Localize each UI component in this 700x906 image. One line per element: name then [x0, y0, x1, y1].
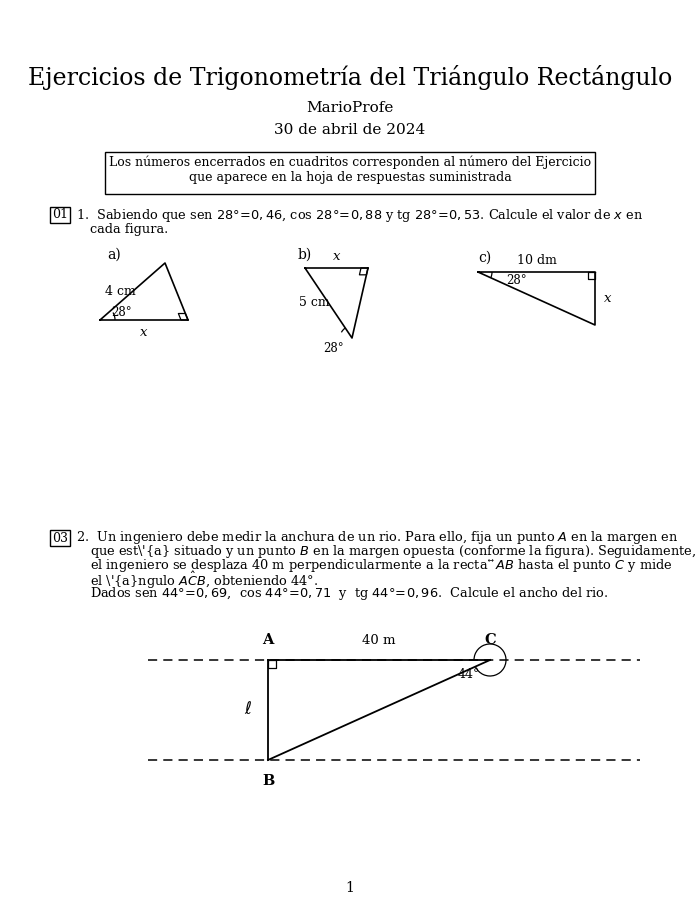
Text: el ingeniero se desplaza 40 m perpendicularmente a la recta $\overleftrightarrow: el ingeniero se desplaza 40 m perpendicu…	[90, 557, 673, 574]
Text: x: x	[140, 325, 148, 339]
Text: 1: 1	[346, 881, 354, 895]
Text: b): b)	[298, 248, 312, 262]
Text: A: A	[262, 633, 274, 647]
Text: 30 de abril de 2024: 30 de abril de 2024	[274, 123, 426, 137]
Text: 2.  Un ingeniero debe medir la anchura de un rio. Para ello, fija un punto $A$ e: 2. Un ingeniero debe medir la anchura de…	[76, 529, 678, 546]
Text: 28°: 28°	[112, 305, 132, 319]
Text: a): a)	[107, 248, 120, 262]
Text: 03: 03	[52, 532, 68, 545]
Text: 1.  Sabiendo que sen $28°\!=\!0,46$, cos $28°\!=\!0,88$ y tg $28°\!=\!0,53$. Cal: 1. Sabiendo que sen $28°\!=\!0,46$, cos …	[76, 207, 643, 224]
Text: x: x	[332, 250, 340, 264]
Text: 44°: 44°	[458, 669, 480, 681]
Text: 28°: 28°	[323, 342, 344, 355]
Text: que aparece en la hoja de respuestas suministrada: que aparece en la hoja de respuestas sum…	[188, 170, 512, 184]
Text: Ejercicios de Trigonometría del Triángulo Rectángulo: Ejercicios de Trigonometría del Triángul…	[28, 65, 672, 91]
Text: c): c)	[478, 251, 491, 265]
Text: C: C	[484, 633, 496, 647]
Text: cada figura.: cada figura.	[90, 223, 168, 236]
Text: 10 dm: 10 dm	[517, 255, 556, 267]
Bar	[50, 530, 70, 546]
Text: 40 m: 40 m	[363, 634, 396, 647]
Text: MarioProfe: MarioProfe	[307, 101, 393, 115]
Bar	[50, 207, 70, 223]
Text: $\ell$: $\ell$	[244, 701, 252, 718]
Text: el \'{a}ngulo $A\hat{C}B$, obteniendo 44°.: el \'{a}ngulo $A\hat{C}B$, obteniendo 44…	[90, 570, 318, 591]
Text: Los números encerrados en cuadritos corresponden al número del Ejercicio: Los números encerrados en cuadritos corr…	[109, 155, 591, 169]
Text: 4 cm: 4 cm	[105, 285, 136, 298]
Text: B: B	[262, 774, 274, 788]
Text: Dados sen $44°\!=\!0,69$,  cos $44°\!=\!0,71$  y  tg $44°\!=\!0,96$.  Calcule el: Dados sen $44°\!=\!0,69$, cos $44°\!=\!0…	[90, 585, 608, 602]
Text: 28°: 28°	[506, 274, 526, 286]
Text: 5 cm: 5 cm	[299, 296, 330, 310]
Bar	[105, 152, 595, 194]
Text: x: x	[604, 292, 612, 305]
Text: 01: 01	[52, 208, 68, 221]
Text: que est\'{a} situado y un punto $B$ en la margen opuesta (conforme la figura). S: que est\'{a} situado y un punto $B$ en l…	[90, 544, 696, 561]
